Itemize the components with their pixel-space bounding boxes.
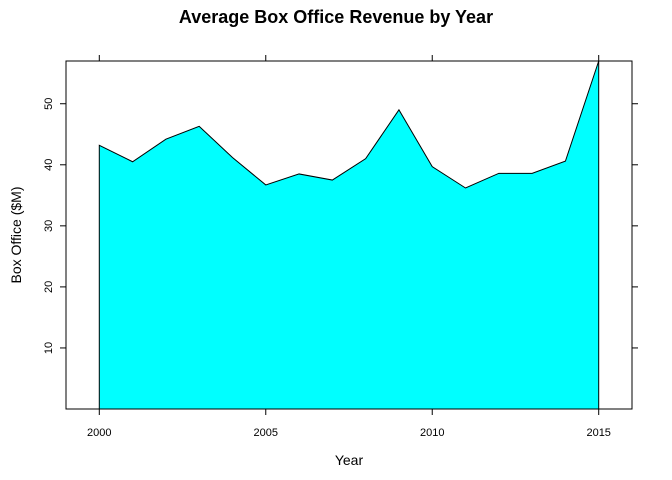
data-point-2014: [565, 161, 566, 162]
y-tick-label-10: 10: [43, 342, 55, 354]
data-point-2006: [299, 173, 300, 174]
chart-title: Average Box Office Revenue by Year: [179, 7, 493, 27]
data-point-2001: [132, 161, 133, 162]
y-axis-label: Box Office ($M): [8, 187, 24, 284]
data-point-2003: [199, 126, 200, 127]
data-point-2013: [532, 173, 533, 174]
area-series: [98, 60, 600, 410]
y-tick-label-40: 40: [43, 159, 55, 171]
data-point-2005: [265, 184, 266, 185]
data-point-2010: [432, 166, 433, 167]
x-axis-label: Year: [335, 452, 364, 468]
data-point-2007: [332, 180, 333, 181]
data-point-2004: [232, 157, 233, 158]
data-point-2008: [365, 158, 366, 159]
data-point-2011: [465, 187, 466, 188]
x-tick-label-2005: 2005: [254, 427, 278, 439]
axis-ticks: 2000 2005 2010 2015 10 20 30 40 50: [43, 55, 638, 439]
x-tick-label-2000: 2000: [87, 427, 111, 439]
data-point-2002: [165, 139, 166, 140]
x-tick-label-2015: 2015: [586, 427, 610, 439]
y-tick-label-50: 50: [43, 98, 55, 110]
y-tick-label-30: 30: [43, 220, 55, 232]
y-tick-label-20: 20: [43, 281, 55, 293]
plot-area: [98, 60, 600, 410]
x-tick-label-2010: 2010: [420, 427, 444, 439]
data-point-2012: [498, 173, 499, 174]
data-point-2000: [99, 145, 100, 146]
data-point-2009: [398, 109, 399, 110]
plot-panel-border: [65, 60, 633, 410]
